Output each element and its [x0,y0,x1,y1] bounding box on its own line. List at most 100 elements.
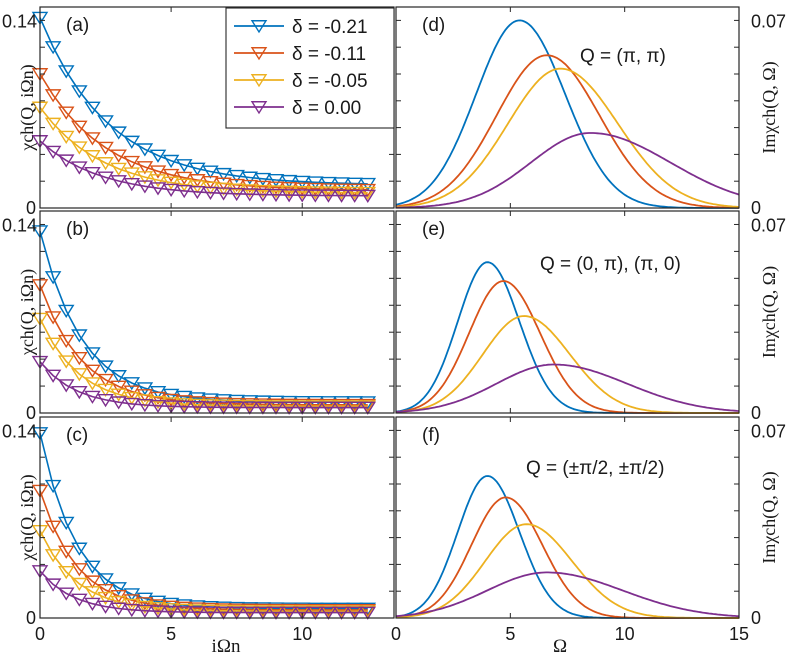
data-point [202,396,219,411]
data-point [44,578,62,592]
data-point [44,369,62,383]
data-point [175,171,193,185]
y-tick-label: 0.14 [2,11,37,31]
data-point [84,347,101,361]
data-point [267,181,285,195]
data-point [57,545,75,559]
y-axis-label: χch(Q, iΩn) [17,269,38,356]
data-point [162,183,180,197]
data-point [307,398,324,413]
data-point [320,398,337,413]
data-point [241,399,259,414]
series-line [395,523,739,619]
data-point [175,606,193,620]
axes-frame [39,210,395,414]
data-point [71,593,88,607]
data-point [189,604,206,618]
data-point [136,143,154,157]
series-line [39,284,368,406]
data-point [84,575,101,589]
data-point [267,602,285,616]
panel-b: 0 0.14 χch(Q, iΩn) (b) [2,210,395,423]
data-point [307,602,324,616]
data-point [202,165,219,179]
data-point [162,397,180,411]
data-point [57,106,75,120]
data-point [44,337,62,351]
series-line [395,496,739,619]
data-point [71,329,88,343]
data-point [175,390,193,404]
data-point [57,130,75,144]
data-point [97,584,114,598]
data-point [254,603,272,617]
data-point [57,355,75,369]
x-axis-label: Ω [553,636,567,657]
data-point [241,605,259,619]
data-point [189,602,206,616]
data-point [97,383,114,398]
data-point [175,603,193,617]
data-point [162,400,180,414]
panel-a: 0 0.14 χch(Q, iΩn) (a) [2,6,395,218]
y-tick-label: 0.07 [751,11,786,31]
data-point [320,401,337,415]
data-point [162,168,180,183]
y-axis-label: χch(Q, iΩn) [17,474,38,561]
data-point [136,394,154,408]
data-point [84,364,101,378]
data-point [136,597,154,611]
legend-box [225,7,395,129]
data-point [123,177,141,192]
x-tick-label: 10 [615,624,635,644]
legend: δ = -0.21 δ = -0.11 δ = -0.05 δ = 0.00 [225,7,395,129]
data-point [359,186,377,201]
data-point [241,179,259,194]
data-point [123,397,141,412]
axes-frame [395,210,740,414]
data-point [293,401,311,415]
series-line [395,67,740,208]
data-point [333,186,350,200]
data-point [320,189,337,203]
data-point [320,400,337,414]
data-point [57,379,75,393]
data-point [307,186,324,200]
y-axis-label: Imχch(Q, Ω) [759,266,780,358]
series-line [395,475,739,619]
series-line [395,261,739,414]
panel-label: (e) [422,219,445,240]
legend-marker [250,101,268,115]
panel-label: (f) [422,425,440,446]
series-line [39,530,368,613]
data-point [280,182,298,196]
data-point [84,586,101,600]
data-point [136,600,154,614]
data-point [293,605,311,619]
data-point [110,582,127,596]
legend-marker [250,74,268,88]
data-point [97,393,114,408]
data-point [162,154,180,169]
data-point [267,605,285,619]
data-point [267,603,285,618]
data-point [333,606,350,620]
data-point [84,132,101,146]
data-point [162,603,180,617]
data-point [149,391,167,405]
data-point [333,189,350,203]
data-point [110,162,127,176]
data-point [71,85,88,99]
data-point [320,606,337,620]
data-point [307,606,324,620]
y-tick-label: 0 [751,403,761,423]
axes-frame [395,416,740,619]
data-point [228,178,245,193]
data-point [346,189,363,203]
data-point [293,182,311,196]
legend-label: δ = -0.21 [292,17,368,38]
data-point [320,602,337,616]
y-axis-label: Imχch(Q, Ω) [759,61,780,153]
data-point [333,602,350,616]
data-point [241,603,259,617]
